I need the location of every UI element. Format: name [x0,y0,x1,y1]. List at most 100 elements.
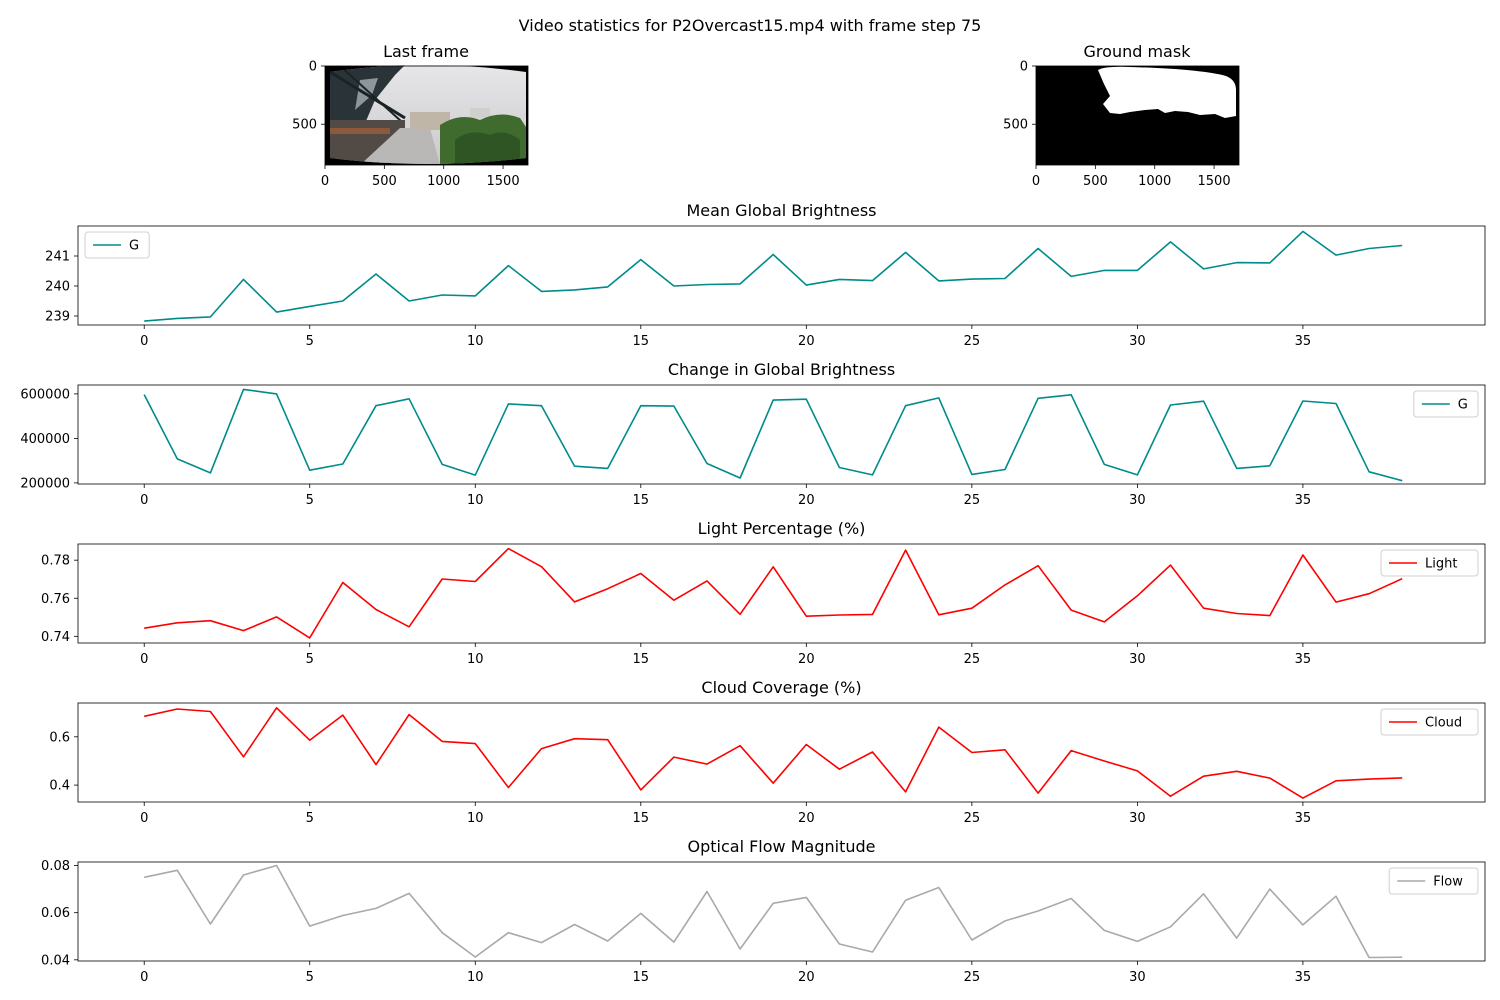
legend: Light [1381,550,1478,576]
x-tick-label: 20 [798,970,815,985]
x-tick-label: 0 [140,811,148,826]
legend-label: Flow [1433,875,1463,890]
x-tick-label: 35 [1295,334,1312,349]
x-tick-label: 30 [1129,493,1146,508]
y-tick-label: 0 [309,60,317,75]
plot-frame [78,703,1485,802]
chart-title: Change in Global Brightness [668,360,895,379]
x-tick-label: 25 [964,970,981,985]
mean-global-brightness-chart: Mean Global Brightness 0 5 10 15 20 25 30 35 239 2… [45,201,1485,349]
x-tick-label: 0 [1032,174,1040,189]
y-tick-label: 0.78 [41,554,70,569]
ground-mask-panel: Ground mask 0 500 1000 1500 0 500 [1003,42,1239,189]
x-tick-label: 1500 [487,174,520,189]
figure-title: Video statistics for P2Overcast15.mp4 wi… [519,16,982,35]
x-tick-label: 5 [306,652,314,667]
x-tick-label: 15 [633,652,650,667]
x-tick-label: 15 [633,970,650,985]
x-tick-label: 0 [140,652,148,667]
x-tick-label: 30 [1129,334,1146,349]
x-tick-label: 15 [633,811,650,826]
series-line-g [144,231,1402,321]
x-tick-label: 10 [467,493,484,508]
x-tick-label: 15 [633,334,650,349]
x-tick-label: 15 [633,493,650,508]
x-tick-label: 35 [1295,493,1312,508]
x-tick-label: 10 [467,811,484,826]
x-tick-label: 0 [321,174,329,189]
x-tick-label: 25 [964,493,981,508]
y-tick-label: 0.04 [41,953,70,968]
legend: G [1414,391,1478,417]
y-tick-label: 500 [1003,118,1028,133]
x-tick-label: 10 [467,970,484,985]
series-line-cloud [144,708,1402,798]
chart-title: Light Percentage (%) [698,519,866,538]
legend: Flow [1389,868,1478,894]
x-tick-label: 25 [964,652,981,667]
ground-mask-title: Ground mask [1084,42,1192,61]
y-tick-label: 0.76 [41,592,70,607]
legend: G [85,232,149,258]
legend-label: Cloud [1425,716,1462,731]
optical-flow-magnitude-chart: Optical Flow Magnitude 0 5 10 15 20 25 30 35 0.04… [41,837,1485,985]
last-frame-title: Last frame [383,42,469,61]
x-tick-label: 1000 [427,174,460,189]
x-tick-label: 0 [140,970,148,985]
x-tick-label: 35 [1295,970,1312,985]
x-tick-label: 0 [140,334,148,349]
series-line-flow [144,866,1402,958]
y-tick-label: 0.74 [41,630,70,645]
x-tick-label: 1000 [1138,174,1171,189]
cloud-coverage-chart: Cloud Coverage (%) 0 5 10 15 20 25 30 35 0.4 0.6 Cl… [49,678,1485,826]
y-tick-label: 241 [45,250,70,265]
y-tick-label: 0.06 [41,906,70,921]
x-tick-label: 500 [372,174,397,189]
x-tick-label: 30 [1129,970,1146,985]
x-tick-label: 30 [1129,811,1146,826]
y-tick-label: 200000 [20,476,70,491]
y-tick-label: 0 [1020,60,1028,75]
x-tick-label: 1500 [1198,174,1231,189]
x-tick-label: 500 [1083,174,1108,189]
x-tick-label: 0 [140,493,148,508]
series-line-light [144,549,1402,638]
x-tick-label: 5 [306,970,314,985]
y-tick-label: 600000 [20,387,70,402]
x-tick-label: 25 [964,811,981,826]
x-tick-label: 5 [306,493,314,508]
light-percentage-chart: Light Percentage (%) 0 5 10 15 20 25 30 35 0.74 0.… [41,519,1485,667]
last-frame-panel: Last frame [292,42,530,189]
plot-frame [78,544,1485,643]
x-tick-label: 20 [798,811,815,826]
x-tick-label: 35 [1295,811,1312,826]
y-tick-label: 240 [45,280,70,295]
legend-label: G [1458,398,1468,413]
plot-frame [78,862,1485,961]
ground-mask-image [1036,66,1239,165]
x-tick-label: 35 [1295,652,1312,667]
y-tick-label: 0.08 [41,859,70,874]
legend: Cloud [1381,709,1478,735]
x-tick-label: 5 [306,334,314,349]
x-tick-label: 20 [798,652,815,667]
y-tick-label: 0.6 [49,730,70,745]
y-tick-label: 500 [292,118,317,133]
chart-title: Optical Flow Magnitude [688,837,876,856]
change-in-global-brightness-chart: Change in Global Brightness 0 5 10 15 20 25 30 3… [20,360,1485,508]
x-tick-label: 25 [964,334,981,349]
y-tick-label: 239 [45,310,70,325]
chart-title: Cloud Coverage (%) [701,678,861,697]
x-tick-label: 10 [467,652,484,667]
x-tick-label: 10 [467,334,484,349]
y-tick-label: 400000 [20,432,70,447]
x-tick-label: 20 [798,334,815,349]
last-frame-image [325,60,530,170]
legend-label: Light [1425,557,1457,572]
chart-title: Mean Global Brightness [686,201,876,220]
x-tick-label: 5 [306,811,314,826]
series-line-g [144,389,1402,480]
y-tick-label: 0.4 [49,779,70,794]
x-tick-label: 20 [798,493,815,508]
